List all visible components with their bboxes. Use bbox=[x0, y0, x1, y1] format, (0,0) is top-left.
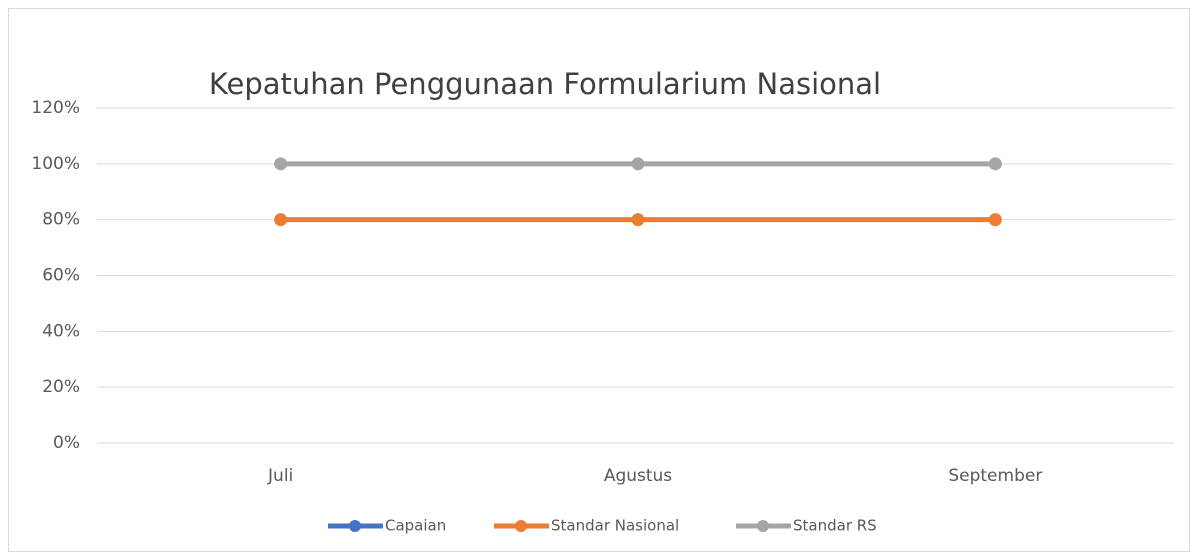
x-tick-label: September bbox=[948, 466, 1042, 486]
y-tick-label: 100% bbox=[31, 154, 80, 174]
y-tick-label: 120% bbox=[31, 98, 80, 118]
x-tick-label: Juli bbox=[267, 466, 293, 486]
point bbox=[274, 157, 288, 171]
y-tick-label: 60% bbox=[42, 266, 80, 286]
y-tick-label: 20% bbox=[42, 377, 80, 397]
point bbox=[274, 213, 288, 227]
y-tick-label: 40% bbox=[42, 321, 80, 341]
legend-label: Standar RS bbox=[793, 517, 877, 535]
point bbox=[631, 157, 645, 171]
point bbox=[631, 213, 645, 227]
point bbox=[988, 213, 1002, 227]
x-tick-label: Agustus bbox=[604, 466, 672, 486]
chart-border bbox=[8, 8, 1190, 552]
chart-title: Kepatuhan Penggunaan Formularium Nasiona… bbox=[209, 67, 881, 101]
point bbox=[988, 157, 1002, 171]
legend-marker bbox=[349, 520, 361, 532]
y-tick-label: 0% bbox=[53, 433, 80, 453]
legend-label: Standar Nasional bbox=[551, 517, 679, 535]
legend-marker bbox=[515, 520, 527, 532]
y-tick-label: 80% bbox=[42, 210, 80, 230]
legend-marker bbox=[757, 520, 769, 532]
legend-label: Capaian bbox=[385, 517, 446, 535]
